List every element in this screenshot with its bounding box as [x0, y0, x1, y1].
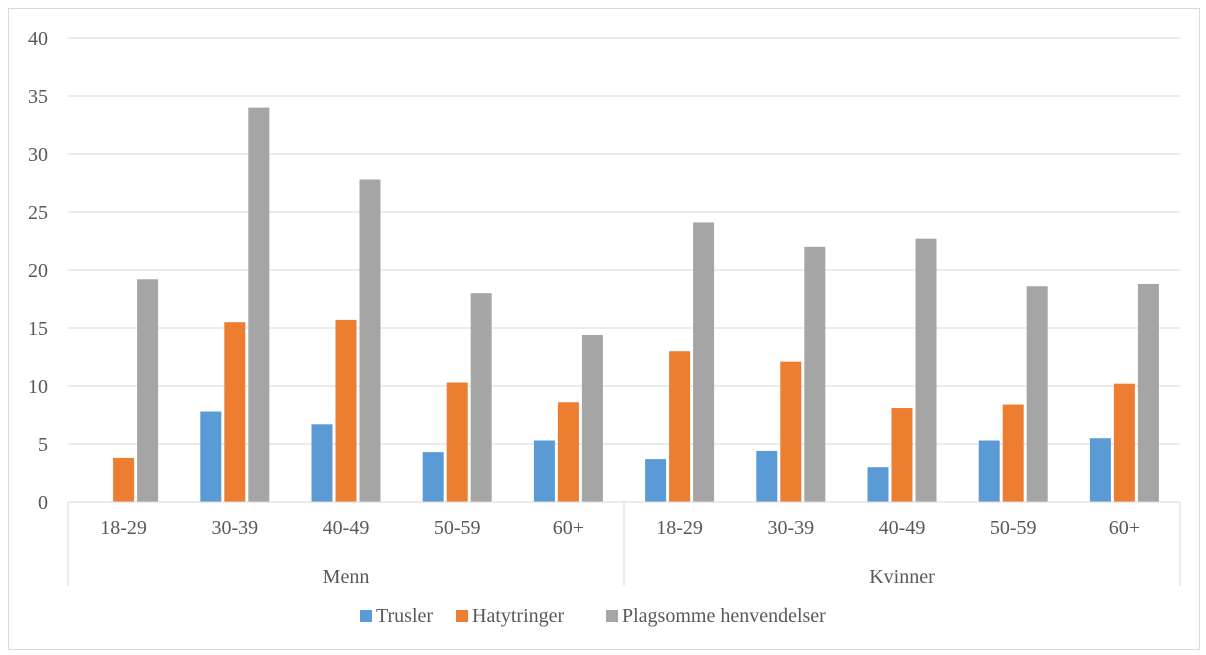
bar-plagsomme-henvendelser — [916, 239, 937, 502]
x-category-label: 18-29 — [656, 517, 703, 539]
bar-hatytringer — [558, 402, 579, 502]
bar-plagsomme-henvendelser — [248, 108, 269, 502]
bar-trusler — [868, 467, 889, 502]
x-category-label: 40-49 — [879, 517, 926, 539]
x-category-label: 18-29 — [100, 517, 147, 539]
bar-hatytringer — [669, 351, 690, 502]
bar-hatytringer — [1003, 405, 1024, 502]
bar-trusler — [200, 412, 221, 502]
y-tick-label: 0 — [38, 492, 48, 514]
legend-swatch — [606, 610, 618, 622]
axis-labels: 0 5 10 15 20 25 30 35 40 18-29 30-39 40-49 50-59 60+ 1… — [28, 28, 1140, 588]
x-category-label: 50-59 — [990, 517, 1037, 539]
x-group-label: Kvinner — [869, 566, 935, 588]
bar-plagsomme-henvendelser — [804, 247, 825, 502]
bar-plagsomme-henvendelser — [693, 222, 714, 502]
axes — [68, 502, 1180, 586]
x-category-label: 30-39 — [767, 517, 814, 539]
bar-trusler — [756, 451, 777, 502]
y-tick-label: 40 — [28, 28, 48, 50]
bar-plagsomme-henvendelser — [471, 293, 492, 502]
x-category-label: 40-49 — [323, 517, 370, 539]
bar-plagsomme-henvendelser — [1027, 286, 1048, 502]
x-category-label: 50-59 — [434, 517, 481, 539]
bar-trusler — [645, 459, 666, 502]
legend-label: Hatytringer — [472, 605, 565, 627]
bar-hatytringer — [1114, 384, 1135, 502]
bar-hatytringer — [336, 320, 357, 502]
y-tick-label: 25 — [28, 202, 48, 224]
y-tick-label: 15 — [28, 318, 48, 340]
x-category-label: 60+ — [553, 517, 584, 539]
bar-hatytringer — [780, 362, 801, 502]
legend-label: Trusler — [376, 605, 433, 627]
bar-trusler — [534, 441, 555, 502]
legend-swatch — [360, 610, 372, 622]
y-tick-label: 10 — [28, 376, 48, 398]
legend-swatch — [456, 610, 468, 622]
bar-plagsomme-henvendelser — [1138, 284, 1159, 502]
bar-plagsomme-henvendelser — [360, 180, 381, 502]
x-category-label: 30-39 — [211, 517, 258, 539]
y-tick-label: 35 — [28, 86, 48, 108]
bars — [113, 108, 1159, 502]
bar-hatytringer — [224, 322, 245, 502]
legend: Trusler Hatytringer Plagsomme henvendelser — [360, 605, 826, 627]
bar-plagsomme-henvendelser — [137, 279, 158, 502]
x-category-label: 60+ — [1109, 517, 1140, 539]
y-tick-label: 5 — [38, 434, 48, 456]
y-tick-label: 20 — [28, 260, 48, 282]
y-tick-label: 30 — [28, 144, 48, 166]
bar-plagsomme-henvendelser — [582, 335, 603, 502]
bar-trusler — [423, 452, 444, 502]
bar-hatytringer — [447, 383, 468, 502]
bar-trusler — [1090, 438, 1111, 502]
bar-hatytringer — [892, 408, 913, 502]
bar-trusler — [312, 424, 333, 502]
x-group-label: Menn — [323, 566, 370, 588]
bar-trusler — [979, 441, 1000, 502]
legend-label: Plagsomme henvendelser — [622, 605, 826, 627]
bar-hatytringer — [113, 458, 134, 502]
